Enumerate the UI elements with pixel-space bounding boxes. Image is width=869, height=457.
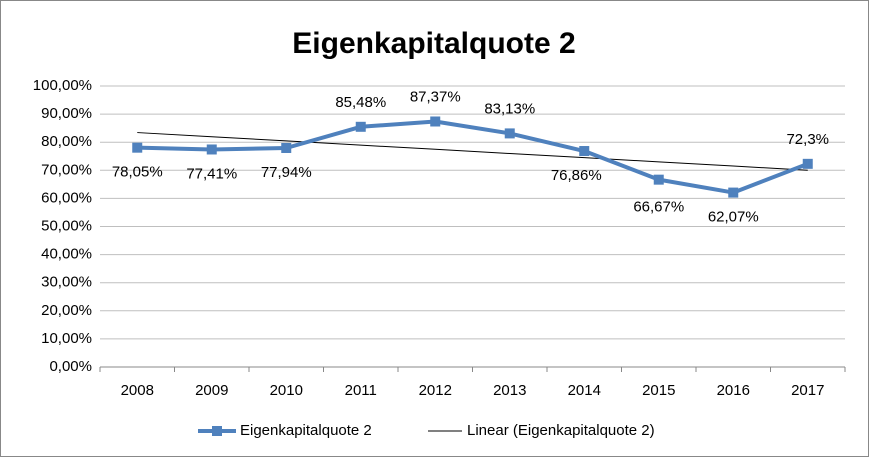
marker (355, 121, 366, 132)
data-label: 77,41% (186, 165, 237, 182)
y-tick-label: 100,00% (33, 77, 92, 94)
x-tick-label: 2008 (121, 382, 154, 399)
y-tick-label: 30,00% (41, 274, 92, 291)
marker (802, 158, 813, 169)
data-label: 83,13% (484, 100, 535, 117)
y-tick-label: 60,00% (41, 189, 92, 206)
y-tick-label: 40,00% (41, 246, 92, 263)
y-tick-label: 50,00% (41, 217, 92, 234)
x-tick-label: 2014 (568, 382, 601, 399)
marker (504, 128, 515, 139)
y-tick-label: 70,00% (41, 161, 92, 178)
trend-line (137, 132, 808, 171)
marker (132, 142, 143, 153)
data-label: 87,37% (410, 88, 461, 105)
data-label: 66,67% (633, 199, 684, 216)
x-tick-label: 2009 (195, 382, 228, 399)
data-label: 77,94% (261, 164, 312, 181)
legend-label: Eigenkapitalquote 2 (240, 422, 372, 439)
y-tick-label: 20,00% (41, 302, 92, 319)
x-tick-label: 2015 (642, 382, 675, 399)
legend-marker (212, 426, 222, 436)
marker (579, 146, 590, 157)
y-tick-label: 80,00% (41, 133, 92, 150)
x-tick-label: 2012 (419, 382, 452, 399)
data-label: 78,05% (112, 164, 163, 181)
marker (728, 187, 739, 198)
x-tick-label: 2017 (791, 382, 824, 399)
x-tick-label: 2010 (270, 382, 303, 399)
marker (430, 116, 441, 127)
y-tick-label: 90,00% (41, 105, 92, 122)
chart-title: Eigenkapitalquote 2 (292, 27, 575, 60)
series-line (137, 119, 809, 195)
marker (653, 174, 664, 185)
x-tick-label: 2016 (717, 382, 750, 399)
data-label: 62,07% (708, 209, 759, 226)
data-label: 85,48% (335, 94, 386, 111)
marker (281, 142, 292, 153)
legend-label: Linear (Eigenkapitalquote 2) (467, 422, 655, 439)
y-tick-label: 10,00% (41, 330, 92, 347)
marker (206, 144, 217, 155)
x-tick-label: 2013 (493, 382, 526, 399)
y-tick-label: 0,00% (49, 358, 92, 375)
x-tick-label: 2011 (345, 382, 377, 399)
data-label: 72,3% (786, 131, 829, 148)
data-label: 76,86% (551, 167, 602, 184)
